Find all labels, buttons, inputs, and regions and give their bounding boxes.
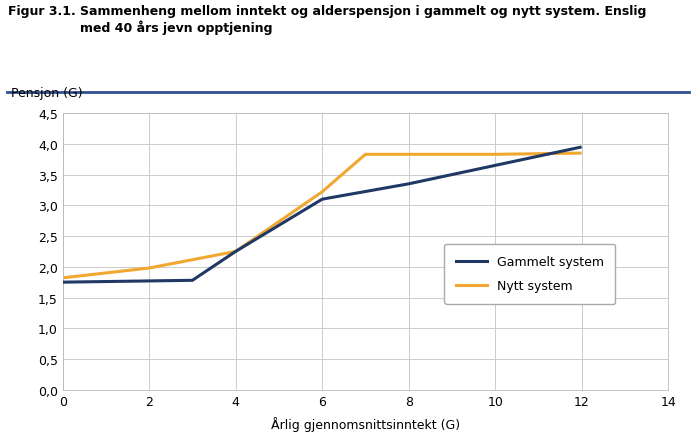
Legend: Gammelt system, Nytt system: Gammelt system, Nytt system [444,244,615,304]
Line: Gammelt system: Gammelt system [63,148,582,283]
Gammelt system [578,145,586,150]
Nytt system [578,151,586,156]
Gammelt system [491,163,499,169]
Gammelt system [404,182,413,187]
Gammelt system [58,280,67,285]
Text: Figur 3.1.: Figur 3.1. [8,5,76,18]
Nytt system [404,152,413,158]
Nytt system [491,152,499,158]
Nytt system [318,190,326,195]
Nytt system [232,249,240,254]
Gammelt system [232,249,240,254]
Gammelt system [188,278,196,283]
Text: Sammenheng mellom inntekt og alderspensjon i gammelt og nytt system. Enslig
med : Sammenheng mellom inntekt og alderspensj… [80,5,647,35]
Nytt system [361,152,370,158]
X-axis label: Årlig gjennomsnittsinntekt (G): Årlig gjennomsnittsinntekt (G) [271,416,460,431]
Text: Pensjon (G): Pensjon (G) [11,87,83,100]
Nytt system [58,276,67,281]
Nytt system [145,266,153,271]
Gammelt system [318,197,326,202]
Line: Nytt system: Nytt system [63,154,582,278]
